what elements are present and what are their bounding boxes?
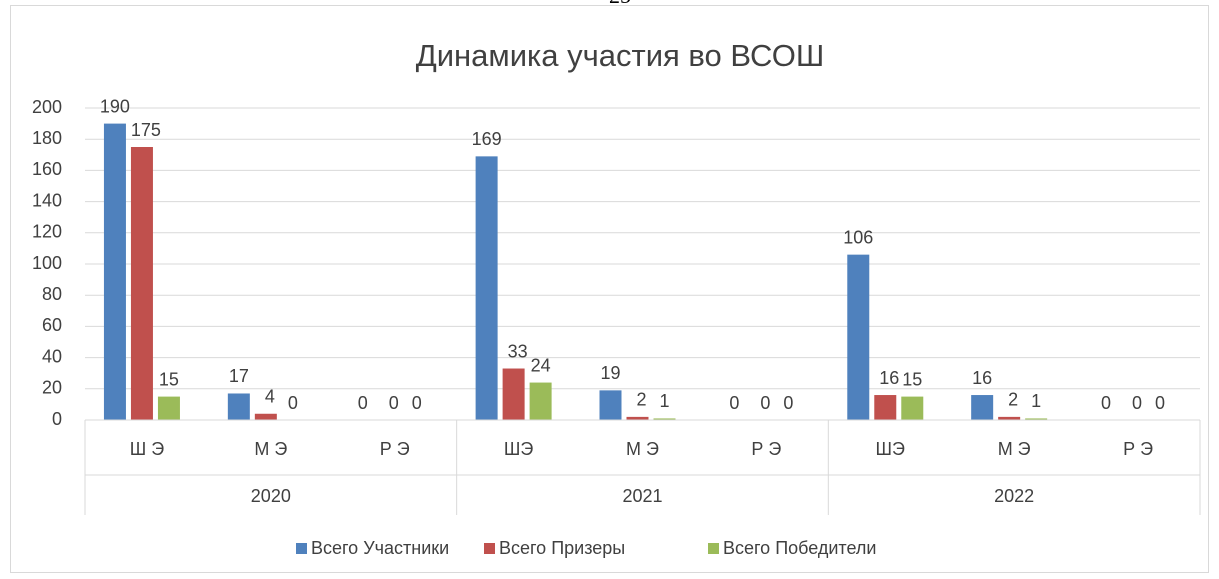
- data-label: 19: [600, 363, 620, 383]
- y-tick-label: 140: [32, 190, 62, 210]
- y-tick-label: 40: [42, 346, 62, 366]
- x-tick-label: М Э: [998, 439, 1031, 459]
- bar: [502, 368, 525, 420]
- y-tick-label: 200: [32, 97, 62, 117]
- bar: [103, 123, 126, 420]
- bar: [157, 396, 180, 420]
- x-tick-label: М Э: [254, 439, 287, 459]
- bar: [475, 156, 498, 421]
- data-label: 0: [1155, 393, 1165, 413]
- data-label: 0: [729, 393, 739, 413]
- x-tick-label: ШЭ: [876, 439, 905, 459]
- data-label: 15: [159, 369, 179, 389]
- y-tick-label: 100: [32, 253, 62, 273]
- group-label: 2022: [994, 486, 1034, 506]
- data-label: 0: [389, 393, 399, 413]
- data-label: 169: [472, 129, 502, 149]
- x-tick-label: ШЭ: [504, 439, 533, 459]
- page-number: 25: [609, 0, 631, 8]
- data-label: 0: [358, 393, 368, 413]
- legend-label: Всего Участники: [311, 538, 449, 558]
- x-tick-label: М Э: [626, 439, 659, 459]
- data-label: 17: [229, 366, 249, 386]
- data-label: 4: [265, 387, 275, 407]
- legend-label: Всего Призеры: [499, 538, 625, 558]
- data-label: 24: [531, 355, 551, 375]
- legend-marker: [296, 543, 307, 554]
- data-label: 15: [902, 369, 922, 389]
- group-label: 2021: [622, 486, 662, 506]
- data-label: 33: [508, 341, 528, 361]
- data-label: 190: [100, 96, 130, 116]
- data-label: 106: [843, 227, 873, 247]
- bar: [971, 395, 994, 420]
- y-tick-label: 180: [32, 128, 62, 148]
- data-label: 175: [131, 120, 161, 140]
- bar: [901, 396, 924, 420]
- x-tick-label: Р Э: [751, 439, 781, 459]
- y-tick-label: 120: [32, 222, 62, 242]
- legend-marker: [484, 543, 495, 554]
- data-label: 0: [1132, 393, 1142, 413]
- chart-border: [10, 5, 1209, 573]
- group-label: 2020: [251, 486, 291, 506]
- x-tick-label: Р Э: [1123, 439, 1153, 459]
- data-label: 0: [1101, 393, 1111, 413]
- data-label: 16: [972, 368, 992, 388]
- data-label: 1: [659, 391, 669, 411]
- bar: [874, 395, 897, 420]
- y-tick-label: 160: [32, 159, 62, 179]
- y-tick-label: 0: [52, 409, 62, 429]
- bar: [626, 416, 649, 420]
- bar: [1025, 418, 1048, 420]
- bar: [847, 254, 870, 420]
- legend-label: Всего Победители: [723, 538, 876, 558]
- data-label: 0: [783, 393, 793, 413]
- data-label: 2: [636, 390, 646, 410]
- bar: [227, 393, 250, 420]
- bar: [653, 418, 676, 420]
- data-label: 0: [288, 393, 298, 413]
- y-tick-label: 20: [42, 378, 62, 398]
- bar: [254, 413, 277, 420]
- bar: [529, 382, 552, 420]
- y-tick-label: 60: [42, 315, 62, 335]
- data-label: 0: [412, 393, 422, 413]
- data-label: 1: [1031, 391, 1041, 411]
- data-label: 2: [1008, 390, 1018, 410]
- x-tick-label: Ш Э: [130, 439, 164, 459]
- chart-title: Динамика участия во ВСОШ: [416, 38, 825, 73]
- bar: [599, 390, 622, 420]
- bar: [130, 147, 153, 420]
- data-label: 16: [879, 368, 899, 388]
- y-tick-label: 80: [42, 284, 62, 304]
- bar: [998, 416, 1021, 420]
- data-label: 0: [760, 393, 770, 413]
- x-tick-label: Р Э: [380, 439, 410, 459]
- legend-marker: [708, 543, 719, 554]
